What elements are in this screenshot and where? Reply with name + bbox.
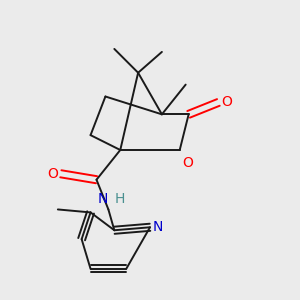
Text: N: N (153, 220, 163, 234)
Text: O: O (183, 156, 194, 170)
Text: H: H (114, 193, 125, 206)
Text: N: N (98, 193, 108, 206)
Text: O: O (47, 167, 58, 181)
Text: O: O (221, 95, 232, 110)
